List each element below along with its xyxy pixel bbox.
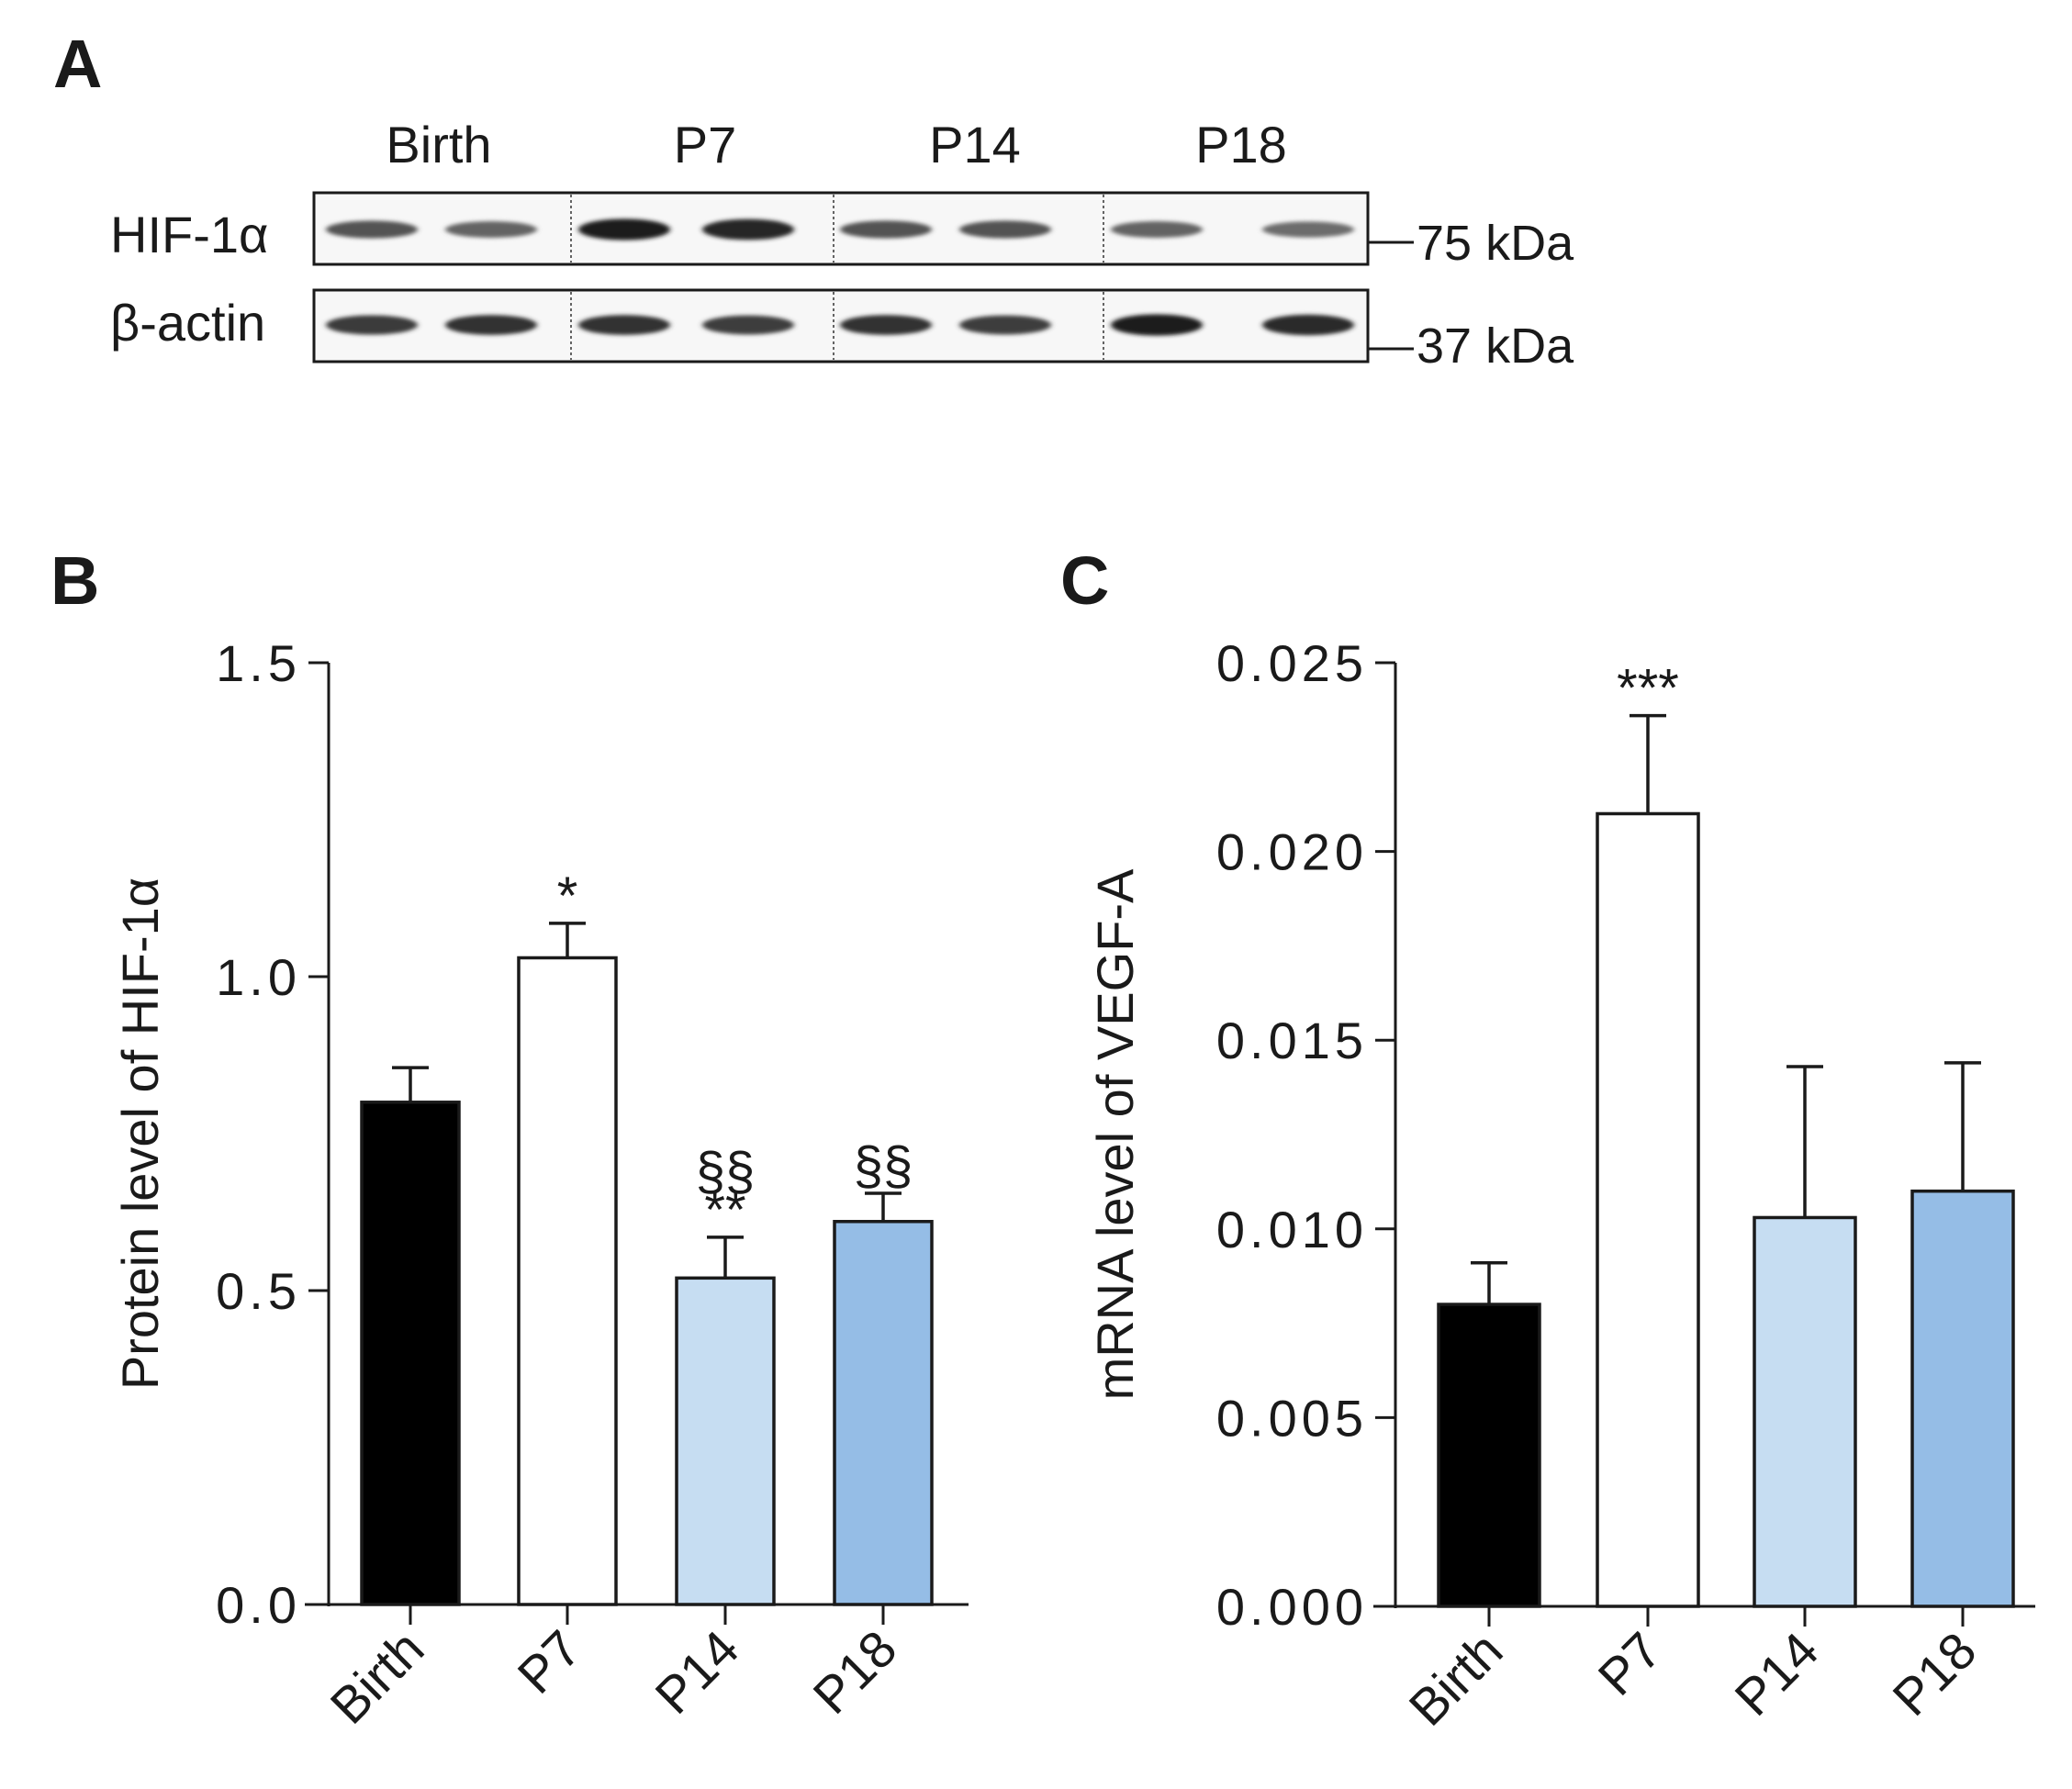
y-tick-label: 0.015 <box>1216 1012 1368 1069</box>
blot-band-hif <box>840 220 932 239</box>
significance-mark-section: §§ <box>854 1136 913 1196</box>
x-category-label-p7: P7 <box>1587 1621 1673 1706</box>
y-tick-label: 0.010 <box>1216 1201 1368 1258</box>
blot-band-hif <box>326 220 418 239</box>
y-axis-title: mRNA level of VEGF-A <box>1086 868 1144 1400</box>
lane-dividers <box>570 195 1104 360</box>
x-category-label-p14: P14 <box>644 1619 749 1725</box>
x-category-label-birth: Birth <box>1398 1621 1514 1737</box>
y-axis-title: Protein level of HIF-1α <box>111 878 169 1390</box>
bar-birth <box>1437 1303 1541 1608</box>
bands-hif <box>326 218 1354 240</box>
panel-b-letter: B <box>50 542 99 619</box>
significance-mark: *** <box>1617 659 1679 719</box>
significance-mark: ** <box>704 1180 745 1240</box>
y-tick-label: 1.5 <box>216 634 301 692</box>
y-tick-label: 0.5 <box>216 1262 301 1320</box>
blot-band-hif <box>445 221 537 238</box>
y-tick-label: 0.005 <box>1216 1389 1368 1447</box>
bar-p7 <box>1596 811 1700 1608</box>
western-blot: Birth P7 P14 P18 HIF-1α β-actin 75 kDa 3… <box>110 116 1574 374</box>
x-category-label-p18: P18 <box>801 1619 907 1725</box>
blot-band-hif <box>1111 221 1203 238</box>
bar-p14 <box>675 1276 776 1606</box>
y-tick-label: 1.0 <box>216 948 301 1006</box>
blot-band-actin <box>1262 314 1354 336</box>
panel-c-letter: C <box>1060 542 1109 619</box>
blot-band-actin <box>959 315 1051 335</box>
lane-label-birth: Birth <box>386 116 491 173</box>
bar-p18 <box>833 1220 934 1606</box>
blot-band-hif <box>959 220 1051 239</box>
blot-band-hif <box>1262 221 1354 238</box>
blot-band-hif <box>702 218 794 240</box>
blot-row-label-actin: β-actin <box>110 294 265 352</box>
y-tick-label: 0.025 <box>1216 634 1368 692</box>
x-category-label-p7: P7 <box>507 1619 592 1705</box>
blot-band-actin <box>702 315 794 335</box>
chart-c-vegf-mrna: 0.000 0.005 0.010 0.015 0.020 0.025 mRNA level… <box>1086 634 2035 1737</box>
blot-row-label-hif: HIF-1α <box>110 206 268 263</box>
y-tick-label: 0.0 <box>216 1576 301 1634</box>
panel-a-letter: A <box>53 26 102 102</box>
lane-label-p7: P7 <box>674 116 737 173</box>
blot-band-actin <box>326 315 418 335</box>
x-category-label-p18: P18 <box>1881 1621 1987 1727</box>
bar-p7 <box>517 956 618 1606</box>
x-category-label-p14: P14 <box>1723 1621 1829 1727</box>
marker-label-75: 75 kDa <box>1417 216 1574 271</box>
y-tick-label: 0.020 <box>1216 823 1368 881</box>
blot-band-actin <box>1111 314 1203 336</box>
blot-band-actin <box>840 315 932 335</box>
marker-label-37: 37 kDa <box>1417 319 1574 374</box>
blot-band-actin <box>445 315 537 335</box>
lane-label-p18: P18 <box>1195 116 1287 173</box>
x-category-label-birth: Birth <box>319 1619 435 1735</box>
chart-b-hif-protein: 0.0 0.5 1.0 1.5 Protein level of HIF-1α Birth… <box>111 634 969 1735</box>
blot-band-actin <box>578 315 670 335</box>
significance-mark-section: §§ <box>696 1142 756 1202</box>
blot-band-hif <box>578 218 670 240</box>
bands-actin <box>326 314 1354 336</box>
bar-birth <box>360 1101 461 1606</box>
bar-p18 <box>1910 1189 2015 1608</box>
significance-mark: * <box>557 867 578 926</box>
y-tick-label: 0.000 <box>1216 1578 1368 1636</box>
lane-label-p14: P14 <box>929 116 1021 173</box>
bar-p14 <box>1753 1215 1857 1608</box>
